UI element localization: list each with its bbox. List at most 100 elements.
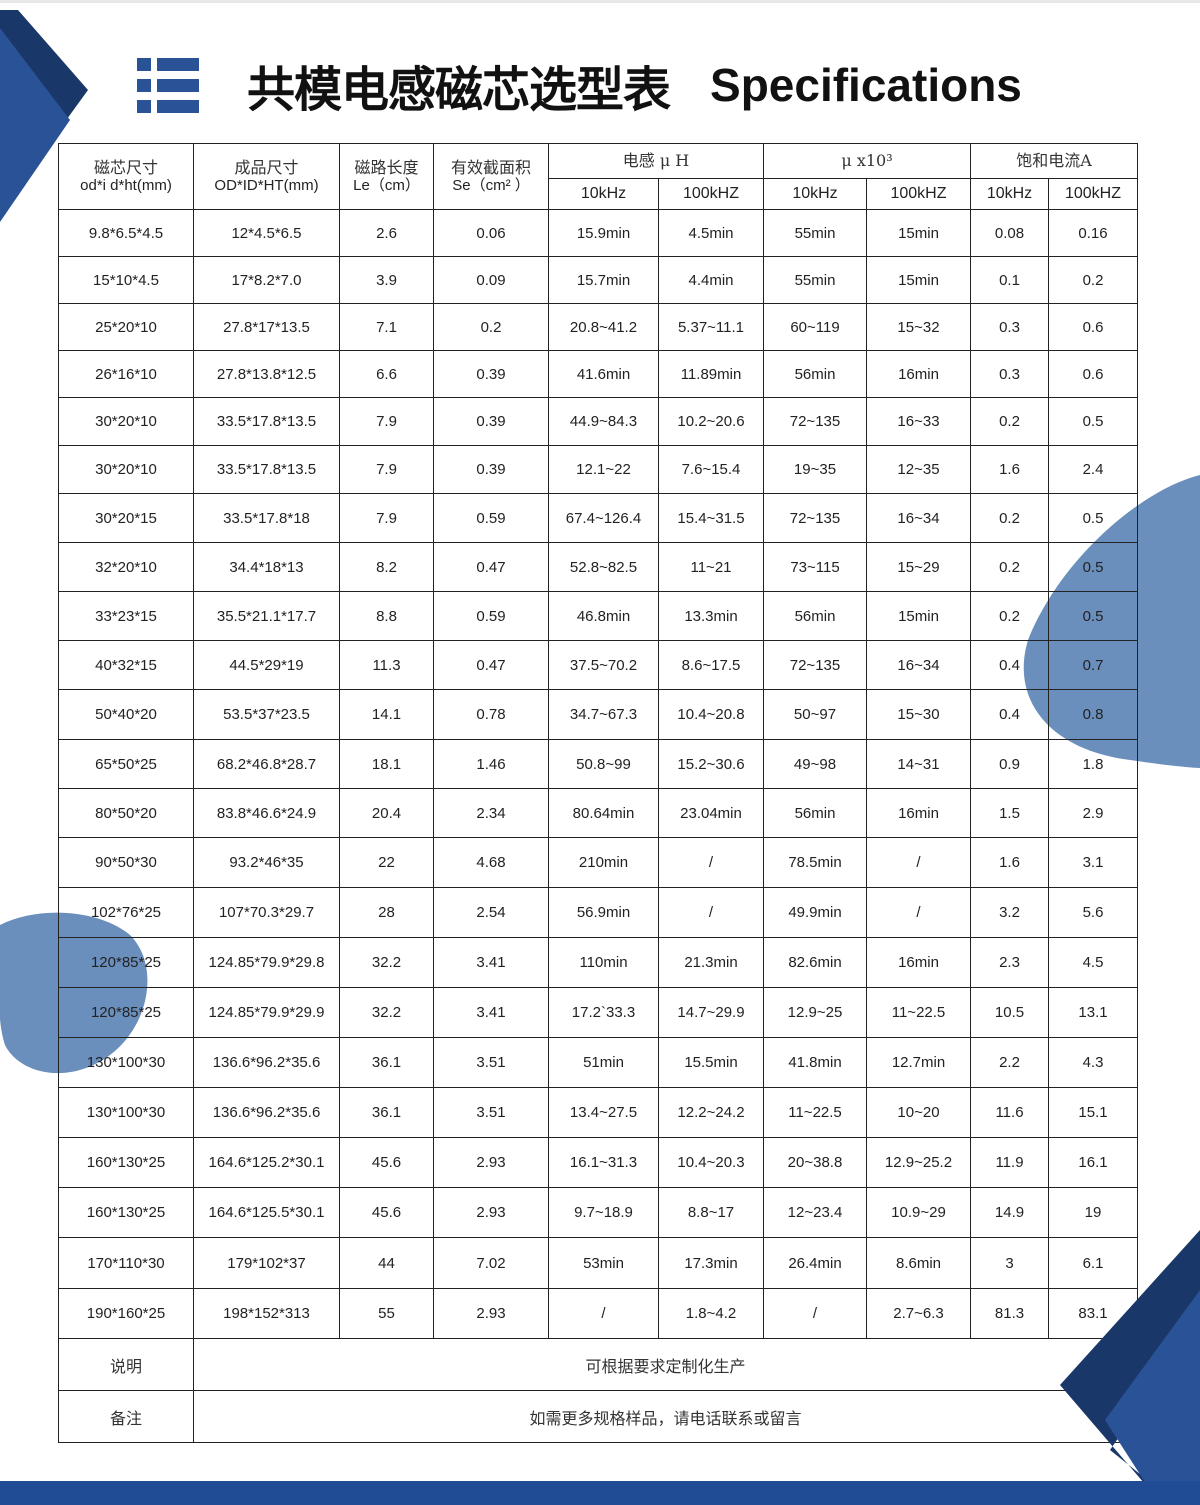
cell-permeability-10k: 49~98 <box>763 739 867 789</box>
cell-path-length: 45.6 <box>339 1137 434 1188</box>
cell-saturation-10k: 3 <box>970 1237 1049 1289</box>
header-label: 磁芯尺寸 <box>93 157 158 177</box>
header-freq-100k: 100kHZ <box>1048 178 1138 210</box>
cell-permeability-100k: 15~30 <box>866 689 971 740</box>
cell-area: 2.34 <box>433 788 549 838</box>
cell-path-length: 20.4 <box>339 788 434 838</box>
cell-saturation-10k: 0.1 <box>970 256 1049 304</box>
page-header: 共模电感磁芯选型表 Specifications <box>137 50 1022 120</box>
cell-finished-size: 27.8*13.8*12.5 <box>193 350 340 398</box>
cell-area: 0.2 <box>433 303 549 351</box>
cell-path-length: 11.3 <box>339 640 434 690</box>
cell-finished-size: 124.85*79.9*29.8 <box>193 937 340 988</box>
cell-saturation-100k: 6.1 <box>1048 1237 1138 1289</box>
cell-core-size: 190*160*25 <box>58 1288 194 1339</box>
cell-path-length: 18.1 <box>339 739 434 789</box>
cell-finished-size: 179*102*37 <box>193 1237 340 1289</box>
cell-permeability-10k: 56min <box>763 788 867 838</box>
cell-area: 3.51 <box>433 1037 549 1088</box>
cell-inductance-10k: 9.7~18.9 <box>548 1187 659 1238</box>
cell-core-size: 25*20*10 <box>58 303 194 351</box>
note-label: 备注 <box>58 1390 194 1443</box>
cell-permeability-100k: / <box>866 887 971 938</box>
cell-path-length: 7.9 <box>339 397 434 446</box>
cell-inductance-100k: / <box>658 837 764 888</box>
cell-saturation-100k: 16.1 <box>1048 1137 1138 1188</box>
page-title-chinese: 共模电感磁芯选型表 <box>247 62 671 118</box>
cell-saturation-10k: 14.9 <box>970 1187 1049 1238</box>
cell-inductance-10k: 16.1~31.3 <box>548 1137 659 1188</box>
cell-permeability-100k: 8.6min <box>866 1237 971 1289</box>
cell-path-length: 22 <box>339 837 434 888</box>
cell-path-length: 45.6 <box>339 1187 434 1238</box>
cell-permeability-10k: 20~38.8 <box>763 1137 867 1188</box>
header-path-length: 磁路长度 Le（cm） <box>339 143 434 210</box>
cell-path-length: 7.1 <box>339 303 434 351</box>
cell-inductance-100k: 11~21 <box>658 542 764 592</box>
cell-area: 2.93 <box>433 1187 549 1238</box>
cell-area: 4.68 <box>433 837 549 888</box>
cell-area: 0.06 <box>433 209 549 257</box>
cell-core-size: 160*130*25 <box>58 1187 194 1238</box>
cell-saturation-100k: 0.6 <box>1048 303 1138 351</box>
cell-saturation-10k: 1.5 <box>970 788 1049 838</box>
cell-area: 2.93 <box>433 1137 549 1188</box>
cell-saturation-10k: 10.5 <box>970 987 1049 1038</box>
cell-path-length: 3.9 <box>339 256 434 304</box>
cell-area: 1.46 <box>433 739 549 789</box>
cell-permeability-100k: 2.7~6.3 <box>866 1288 971 1339</box>
cell-area: 0.59 <box>433 493 549 543</box>
cell-inductance-10k: 15.9min <box>548 209 659 257</box>
cell-saturation-100k: 4.3 <box>1048 1037 1138 1088</box>
cell-finished-size: 83.8*46.6*24.9 <box>193 788 340 838</box>
cell-saturation-100k: 0.6 <box>1048 350 1138 398</box>
cell-inductance-100k: 10.4~20.8 <box>658 689 764 740</box>
cell-permeability-10k: 11~22.5 <box>763 1087 867 1138</box>
table-row: 15*10*4.5 17*8.2*7.0 3.9 0.09 15.7min 4.4min 5… <box>58 256 1138 304</box>
cell-finished-size: 198*152*313 <box>193 1288 340 1339</box>
cell-saturation-10k: 11.9 <box>970 1137 1049 1188</box>
cell-area: 0.47 <box>433 542 549 592</box>
cell-permeability-10k: 56min <box>763 350 867 398</box>
cell-area: 7.02 <box>433 1237 549 1289</box>
cell-inductance-10k: 15.7min <box>548 256 659 304</box>
cell-permeability-100k: 14~31 <box>866 739 971 789</box>
cell-inductance-100k: 4.4min <box>658 256 764 304</box>
cell-saturation-10k: 0.9 <box>970 739 1049 789</box>
cell-area: 3.51 <box>433 1087 549 1138</box>
cell-path-length: 44 <box>339 1237 434 1289</box>
cell-permeability-100k: 15min <box>866 209 971 257</box>
cell-core-size: 50*40*20 <box>58 689 194 740</box>
cell-core-size: 32*20*10 <box>58 542 194 592</box>
bottom-bar <box>0 1481 1200 1505</box>
top-border <box>0 0 1200 3</box>
cell-inductance-100k: 5.37~11.1 <box>658 303 764 351</box>
header-label: 有效截面积 <box>450 157 531 177</box>
cell-permeability-100k: 15~29 <box>866 542 971 592</box>
table-row: 50*40*20 53.5*37*23.5 14.1 0.78 34.7~67.3 10.… <box>58 689 1138 740</box>
cell-inductance-100k: 11.89min <box>658 350 764 398</box>
cell-core-size: 130*100*30 <box>58 1087 194 1138</box>
cell-permeability-100k: 10.9~29 <box>866 1187 971 1238</box>
cell-saturation-100k: 5.6 <box>1048 887 1138 938</box>
cell-area: 0.39 <box>433 397 549 446</box>
cell-saturation-10k: 0.2 <box>970 493 1049 543</box>
cell-saturation-100k: 13.1 <box>1048 987 1138 1038</box>
cell-permeability-100k: 16min <box>866 937 971 988</box>
header-freq-100k: 100kHZ <box>658 178 764 210</box>
cell-inductance-100k: 4.5min <box>658 209 764 257</box>
cell-core-size: 30*20*15 <box>58 493 194 543</box>
cell-inductance-100k: 23.04min <box>658 788 764 838</box>
cell-path-length: 2.6 <box>339 209 434 257</box>
cell-path-length: 6.6 <box>339 350 434 398</box>
cell-saturation-100k: 0.5 <box>1048 542 1138 592</box>
cell-saturation-100k: 0.7 <box>1048 640 1138 690</box>
header-core-size: 磁芯尺寸 od*i d*ht(mm) <box>58 143 194 210</box>
note-row: 说明 可根据要求定制化生产 <box>58 1338 1138 1391</box>
cell-saturation-10k: 81.3 <box>970 1288 1049 1339</box>
cell-finished-size: 164.6*125.2*30.1 <box>193 1137 340 1188</box>
cell-inductance-10k: 53min <box>548 1237 659 1289</box>
note-label: 说明 <box>58 1338 194 1391</box>
header-finished-size: 成品尺寸 OD*ID*HT(mm) <box>193 143 340 210</box>
cell-finished-size: 27.8*17*13.5 <box>193 303 340 351</box>
